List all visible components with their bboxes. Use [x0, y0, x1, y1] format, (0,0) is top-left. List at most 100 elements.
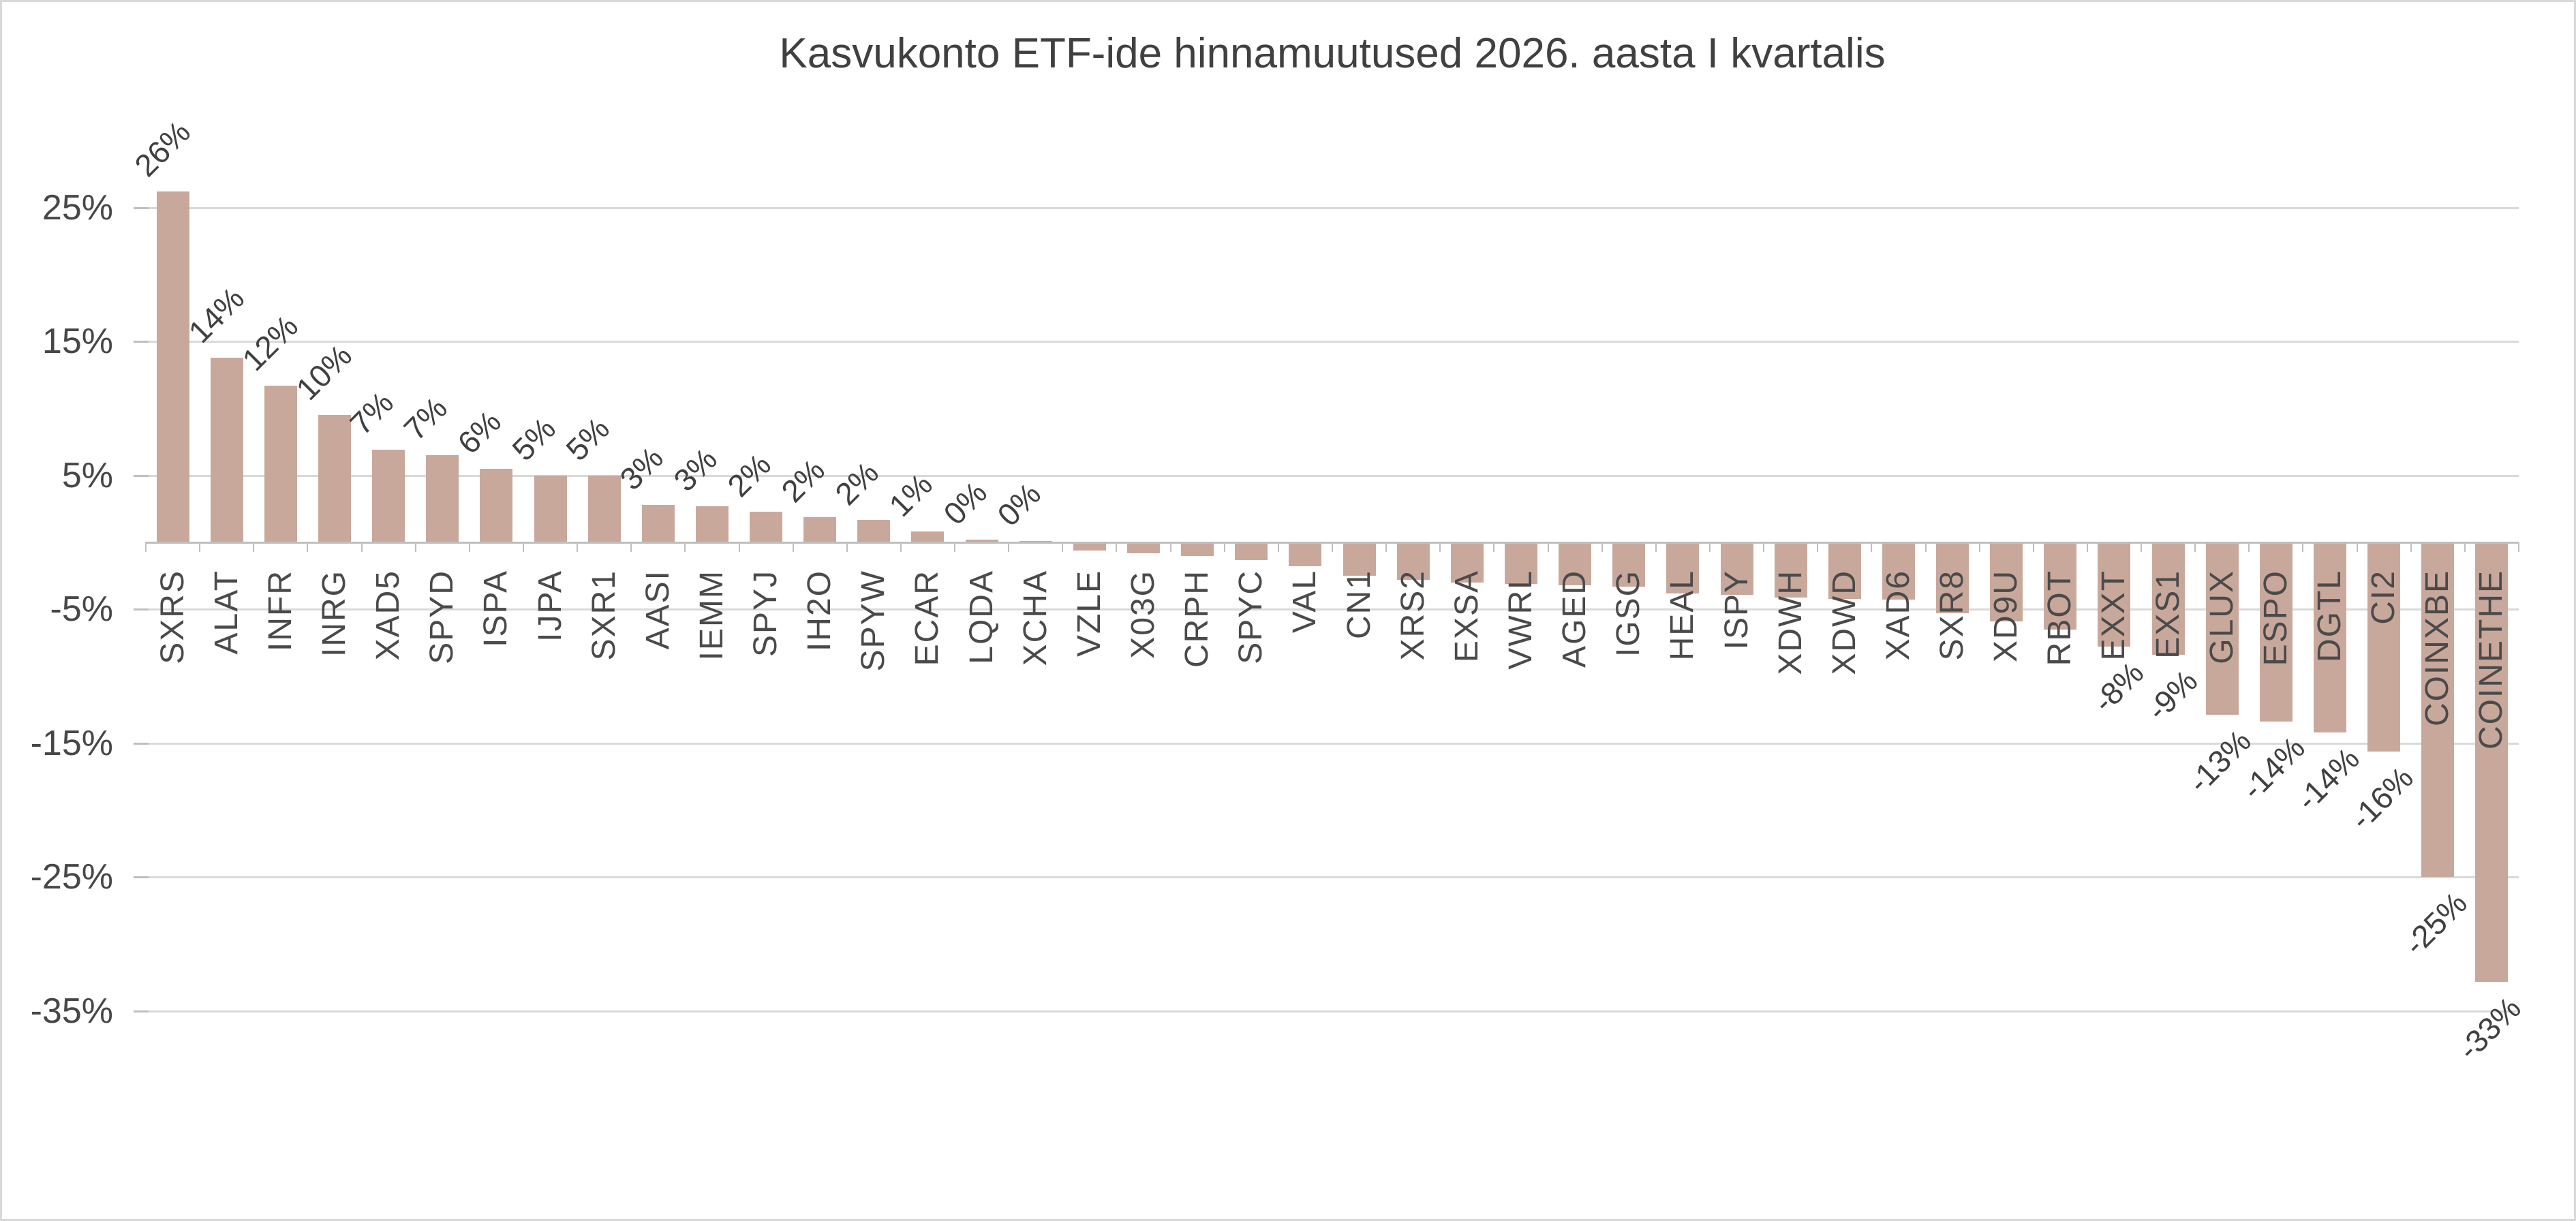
x-axis-tick	[792, 542, 794, 552]
x-axis-tick	[1169, 542, 1171, 552]
bar	[911, 531, 945, 542]
bar-value-label: 7%	[397, 390, 455, 448]
bar	[1343, 542, 1376, 576]
x-axis-tick	[2410, 542, 2412, 552]
bar-value-label: -25%	[2397, 885, 2474, 962]
bar	[2421, 542, 2455, 878]
x-axis-tick	[900, 542, 902, 552]
bar-value-label: 0%	[990, 476, 1047, 534]
category-label: INRG	[316, 570, 352, 657]
category-label: CI2	[2365, 570, 2402, 625]
bar	[1396, 542, 1430, 581]
x-axis-tick	[2248, 542, 2250, 552]
bar	[1882, 542, 1915, 600]
bar	[1936, 542, 1969, 614]
y-axis-tick-label: -25%	[30, 857, 113, 897]
category-label: ESPO	[2257, 570, 2294, 666]
bar-value-label: -9%	[2139, 662, 2205, 728]
category-label: SXRS	[154, 570, 191, 664]
bar	[1612, 542, 1646, 587]
bar	[803, 516, 837, 542]
category-label: EXS1	[2149, 570, 2186, 659]
category-label: IGSG	[1610, 570, 1647, 658]
x-axis-tick	[2032, 542, 2034, 552]
category-label: SPYC	[1233, 570, 1270, 664]
x-axis-tick	[1925, 542, 1927, 552]
bar-value-label: 6%	[450, 403, 508, 461]
x-axis-tick	[577, 542, 579, 552]
y-axis-tick	[134, 876, 149, 879]
gridline	[146, 474, 2519, 477]
bar	[1127, 542, 1161, 553]
x-axis-tick	[199, 542, 201, 552]
category-label: HEAL	[1664, 570, 1701, 661]
y-axis-tick	[134, 742, 149, 745]
bar	[1235, 542, 1268, 560]
bar	[1990, 542, 2023, 621]
category-label: CN1	[1340, 570, 1377, 640]
bar-value-label: 12%	[235, 308, 305, 378]
bar	[2475, 542, 2509, 982]
y-axis-tick-label: 5%	[61, 455, 113, 495]
category-label: COINETHE	[2473, 570, 2510, 750]
category-label: SPYD	[424, 570, 461, 664]
bar-value-label: 3%	[613, 439, 670, 497]
x-axis-tick	[2194, 542, 2196, 552]
gridline	[146, 206, 2519, 209]
category-label: CRPH	[1179, 570, 1216, 668]
x-axis-tick	[145, 542, 147, 552]
bar	[534, 475, 567, 542]
bar	[1450, 542, 1484, 583]
bar	[2367, 542, 2401, 752]
x-axis-tick	[253, 542, 255, 552]
bar-value-label: -33%	[2451, 989, 2528, 1067]
x-axis-tick	[2141, 542, 2143, 552]
category-label: VZLE	[1071, 570, 1107, 658]
bar	[587, 475, 621, 542]
bar	[641, 504, 675, 542]
category-label: VAL	[1287, 570, 1323, 634]
y-axis-tick-label: -15%	[30, 723, 113, 763]
x-axis-tick	[630, 542, 632, 552]
category-label: IJPA	[532, 570, 568, 642]
x-axis-tick	[522, 542, 524, 552]
x-axis-tick	[1385, 542, 1387, 552]
x-axis-tick	[1332, 542, 1333, 552]
bar	[857, 519, 891, 542]
gridline	[146, 876, 2519, 879]
bar	[156, 191, 189, 542]
category-label: GLUX	[2203, 570, 2240, 664]
category-label: XAD5	[370, 570, 407, 661]
bar	[2314, 542, 2347, 733]
x-axis-tick	[1871, 542, 1873, 552]
x-axis-tick	[1062, 542, 1064, 552]
category-label: COINXBE	[2419, 570, 2456, 727]
category-label: ECAR	[909, 570, 946, 666]
x-axis-tick	[1655, 542, 1657, 552]
category-label: XDWH	[1772, 570, 1809, 675]
x-axis-tick	[1116, 542, 1118, 552]
category-label: XRS2	[1394, 570, 1431, 661]
bar	[1774, 542, 1807, 598]
x-axis-tick	[361, 542, 363, 552]
bar-value-label: 0%	[936, 474, 994, 532]
category-label: IH2O	[801, 570, 838, 652]
category-label: ALAT	[208, 570, 245, 655]
category-label: AGED	[1557, 570, 1593, 668]
bar	[2259, 542, 2293, 722]
bar	[2205, 542, 2239, 715]
category-label: SPYW	[855, 570, 892, 672]
x-axis-tick	[2356, 542, 2358, 552]
y-axis-tick	[134, 474, 149, 477]
y-axis-tick-label: -35%	[30, 991, 113, 1031]
category-label: IEMM	[693, 570, 730, 661]
bar	[372, 450, 405, 542]
bar-value-label: 3%	[666, 441, 724, 499]
category-label: LQDA	[963, 570, 1000, 664]
x-axis-tick	[1708, 542, 1711, 552]
bar-value-label: 2%	[828, 454, 886, 512]
category-label: EXXT	[2096, 570, 2132, 661]
x-axis-tick	[1978, 542, 1980, 552]
x-axis-tick	[2464, 542, 2466, 552]
x-axis-tick	[1439, 542, 1441, 552]
